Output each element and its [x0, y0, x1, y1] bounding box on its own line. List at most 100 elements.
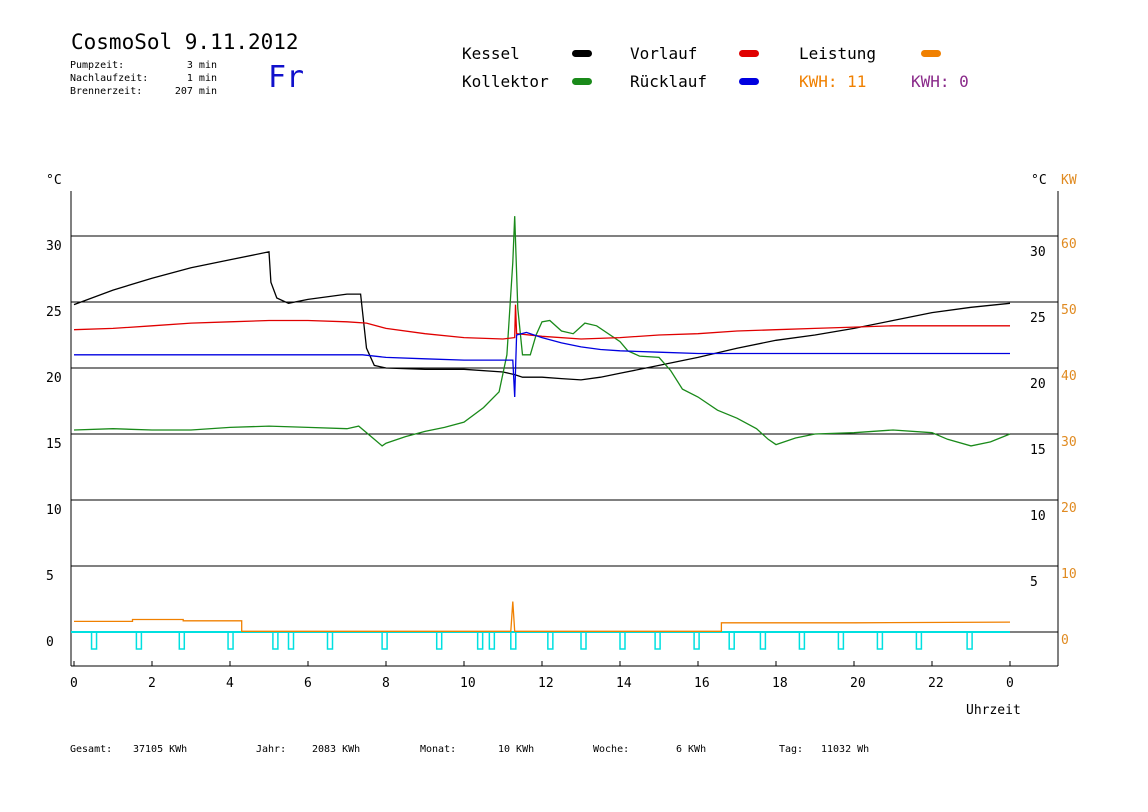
y-tick-label-right: 30 — [1030, 245, 1046, 260]
legend-kollektor-swatch — [572, 78, 592, 85]
x-tick-label: 0 — [1006, 676, 1014, 691]
y-axis-unit-kw: KW — [1061, 173, 1077, 188]
footer-monat-value: 10 KWh — [498, 744, 535, 755]
legend-vorlauf-label: Vorlauf — [630, 44, 698, 63]
pump-cycle-marker — [488, 631, 496, 650]
y-tick-label-left: 15 — [46, 437, 62, 452]
footer-monat-label: Monat: — [420, 744, 457, 755]
pump-cycle-marker — [619, 631, 626, 650]
legend-ruecklauf-label: Rücklauf — [630, 72, 708, 91]
pump-cycle-marker — [435, 631, 443, 650]
footer-jahr-value: 2083 KWh — [312, 744, 361, 755]
kwh-second-label: KWH: 0 — [911, 72, 969, 91]
pump-cycle-marker — [510, 631, 517, 650]
y-tick-label-kw: 60 — [1061, 237, 1077, 252]
legend-kessel-swatch — [572, 50, 592, 57]
y-tick-label-left: 10 — [46, 503, 62, 518]
series-line-vorlauf — [73, 304, 1010, 340]
footer-woche-value: 6 KWh — [676, 744, 707, 755]
series-line-kollektor — [73, 216, 1011, 447]
series-lines — [73, 216, 1011, 632]
pump-cycle-marker — [876, 631, 884, 650]
pump-cycle-marker — [654, 631, 661, 650]
y-tick-label-kw: 50 — [1061, 303, 1077, 318]
x-tick-label: 12 — [538, 676, 554, 691]
pump-cycle-marker — [90, 631, 98, 650]
footer-woche-label: Woche: — [593, 744, 630, 755]
legend-vorlauf-swatch — [739, 50, 759, 57]
pump-cycle-marker — [287, 631, 295, 650]
y-tick-label-kw: 0 — [1061, 633, 1069, 648]
pump-cycle-marker — [759, 631, 767, 650]
y-tick-label-right: 20 — [1030, 377, 1046, 392]
footer-jahr-label: Jahr: — [256, 744, 287, 755]
y-axis-unit-right: °C — [1031, 173, 1047, 188]
footer-gesamt-label: Gesamt: — [70, 744, 113, 755]
pump-cycle-marker — [476, 631, 484, 650]
series-line-leistung — [74, 601, 1011, 632]
x-axis-label: Uhrzeit — [966, 703, 1021, 718]
x-tick-label: 14 — [616, 676, 632, 691]
stat-pumpzeit-value: 3 min — [186, 60, 217, 71]
y-tick-label-left: 20 — [46, 371, 62, 386]
pump-cycle-marker — [227, 631, 234, 650]
y-axis-unit-left: °C — [46, 173, 62, 188]
legend-kessel-label: Kessel — [462, 44, 520, 63]
series-line-rcklauf — [74, 331, 1010, 398]
footer-tag-value: 11032 Wh — [821, 744, 870, 755]
footer-gesamt-value: 37105 KWh — [133, 744, 188, 755]
x-tick-label: 18 — [772, 676, 788, 691]
y-tick-label-kw: 20 — [1061, 501, 1077, 516]
y-tick-label-right: 15 — [1030, 443, 1046, 458]
chart-title: CosmoSol 9.11.2012 — [71, 30, 299, 54]
kwh-solar-label: KWH: 11 — [799, 72, 867, 91]
x-tick-label: 16 — [694, 676, 710, 691]
grid-lines — [71, 235, 1058, 633]
pump-cycle-marker — [837, 631, 845, 650]
pump-cycle-marker — [178, 631, 186, 650]
y-tick-label-kw: 10 — [1061, 567, 1077, 582]
y-tick-label-left: 0 — [46, 635, 54, 650]
pump-cycle-marker — [580, 631, 587, 650]
footer-tag-label: Tag: — [779, 744, 804, 755]
y-tick-label-left: 25 — [46, 305, 62, 320]
legend-leistung-swatch — [921, 50, 941, 57]
pump-cycle-marker — [381, 631, 388, 650]
x-tick-label: 10 — [460, 676, 476, 691]
legend-leistung-label: Leistung — [799, 44, 877, 63]
pump-cycle-marker — [272, 631, 279, 650]
x-tick-label: 22 — [928, 676, 944, 691]
series-line-kessel — [73, 251, 1011, 381]
x-tick-label: 8 — [382, 676, 390, 691]
y-tick-label-right: 5 — [1030, 575, 1038, 590]
x-tick-label: 4 — [226, 676, 234, 691]
weekday-label: Fr — [268, 60, 305, 95]
pump-cycle-marker — [693, 631, 700, 650]
legend-kollektor-label: Kollektor — [462, 72, 549, 91]
stat-nachlaufzeit-value: 1 min — [186, 73, 217, 84]
y-tick-label-kw: 30 — [1061, 435, 1077, 450]
x-tick-label: 20 — [850, 676, 866, 691]
stat-brennerzeit-label: Brennerzeit: — [70, 86, 143, 97]
stat-pumpzeit-label: Pumpzeit: — [70, 60, 125, 71]
y-tick-label-left: 5 — [46, 569, 54, 584]
x-tick-label: 2 — [148, 676, 156, 691]
y-tick-label-right: 25 — [1030, 311, 1046, 326]
y-tick-label-left: 30 — [46, 239, 62, 254]
pump-cycle-marker — [798, 631, 806, 650]
pump-cycle-markers — [71, 631, 1010, 650]
pump-cycle-marker — [915, 631, 923, 650]
stat-nachlaufzeit-label: Nachlaufzeit: — [70, 73, 149, 84]
x-tick-label: 0 — [70, 676, 78, 691]
pump-cycle-marker — [966, 631, 973, 650]
pump-cycle-marker — [728, 631, 735, 650]
stat-brennerzeit-value: 207 min — [174, 86, 217, 97]
axes — [70, 191, 1059, 667]
legend-ruecklauf-swatch — [739, 78, 759, 85]
y-tick-label-kw: 40 — [1061, 369, 1077, 384]
y-tick-label-right: 10 — [1030, 509, 1046, 524]
pump-cycle-marker — [326, 631, 334, 650]
pump-cycle-marker — [135, 631, 143, 650]
